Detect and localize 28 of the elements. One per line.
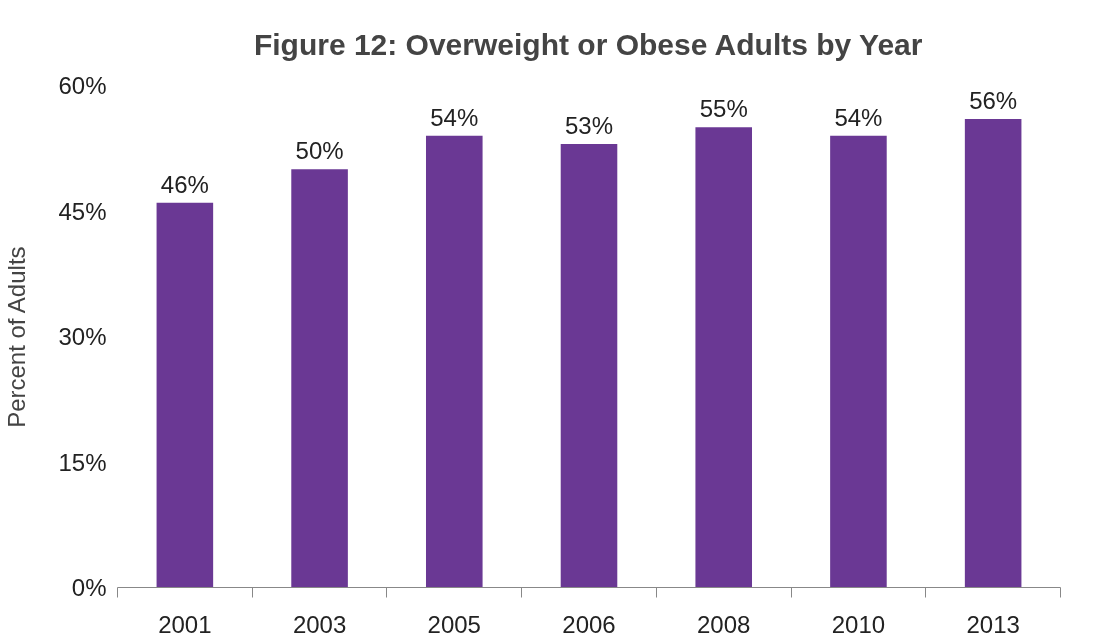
bar <box>156 202 214 588</box>
y-axis-title: Percent of Adults <box>3 246 31 428</box>
y-tick-label: 15% <box>58 448 107 476</box>
data-label: 54% <box>430 103 479 131</box>
bar <box>560 144 618 588</box>
y-tick-label: 60% <box>58 72 107 99</box>
x-tick-label: 2003 <box>292 610 347 638</box>
data-label: 55% <box>699 95 748 123</box>
bar <box>291 169 348 588</box>
bar <box>695 127 752 588</box>
x-tick-label: 2010 <box>831 610 886 638</box>
y-tick-label: 30% <box>58 323 107 350</box>
bar <box>964 118 1022 588</box>
x-tick-label: 2013 <box>966 610 1020 638</box>
x-tick-label: 2001 <box>158 610 212 638</box>
data-label: 54% <box>834 103 883 131</box>
bar <box>830 135 887 588</box>
bar <box>426 135 483 588</box>
data-label: 53% <box>564 112 614 140</box>
x-tick-label: 2008 <box>697 610 751 638</box>
data-label: 56% <box>969 86 1018 114</box>
y-tick-label: 45% <box>58 197 107 225</box>
x-tick-label: 2006 <box>562 610 616 638</box>
y-tick-label: 0% <box>71 574 107 601</box>
data-label: 46% <box>160 170 209 198</box>
x-tick-label: 2005 <box>427 610 481 638</box>
data-label: 50% <box>295 137 344 165</box>
chart-title: Figure 12: Overweight or Obese Adults by Year <box>253 27 923 61</box>
